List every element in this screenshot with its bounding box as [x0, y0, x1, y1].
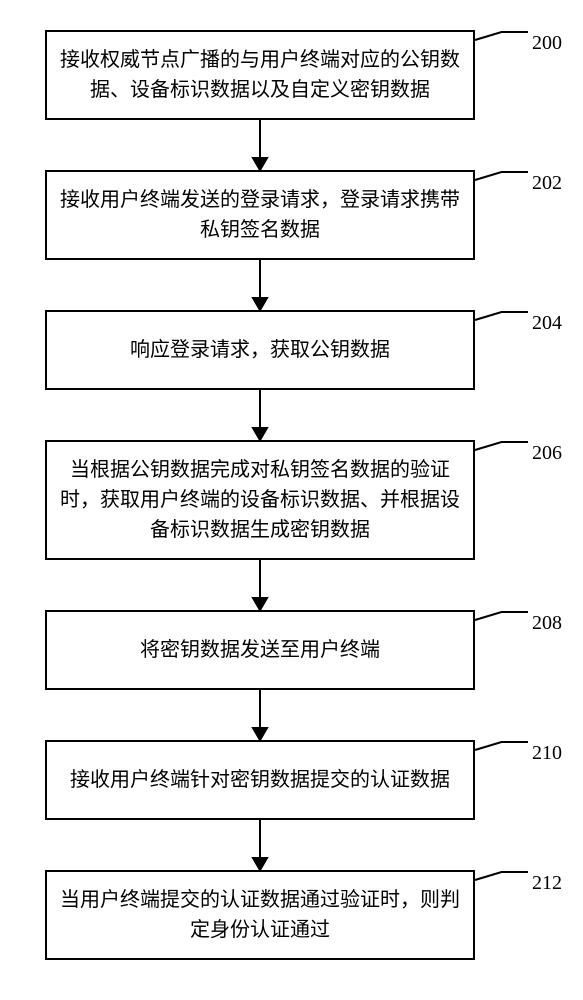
leader-svg	[0, 0, 583, 1000]
flowchart-canvas: 接收权威节点广播的与用户终端对应的公钥数据、设备标识数据以及自定义密钥数据 接收…	[0, 0, 583, 1000]
